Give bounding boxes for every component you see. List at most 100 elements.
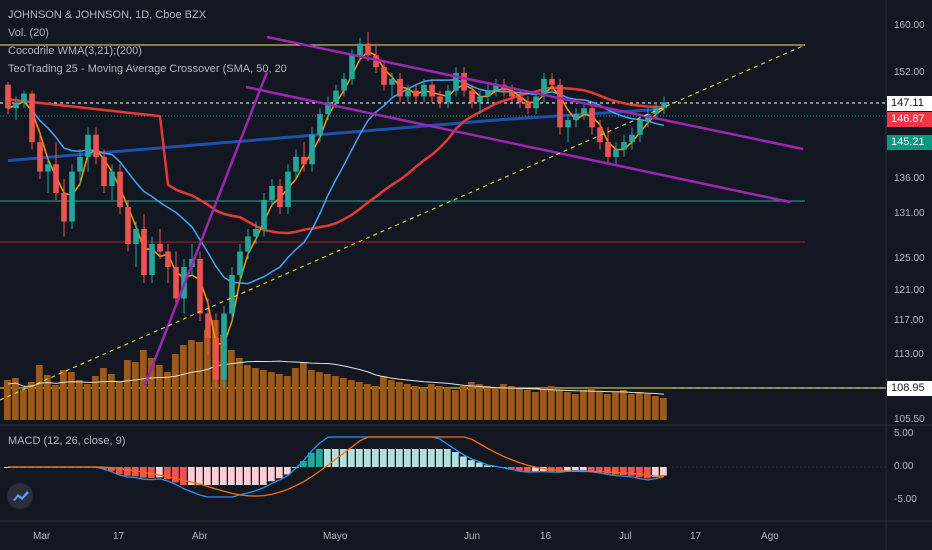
candle-body [517, 96, 523, 103]
candle-body [477, 96, 483, 103]
candle-body [573, 114, 579, 120]
price-tick-label: 113.00 [894, 349, 924, 360]
candle-body [653, 108, 659, 115]
macd-histogram-bar [196, 467, 203, 485]
macd-histogram-bar [108, 467, 115, 472]
candle-body [149, 244, 155, 275]
candle-body [85, 134, 91, 157]
volume-bar [548, 386, 555, 420]
macd-histogram-bar [356, 449, 363, 467]
candle-body [461, 73, 467, 91]
volume-bar [476, 384, 483, 420]
candle-body [285, 171, 291, 207]
candle-body [629, 134, 635, 143]
macd-histogram-bar [116, 467, 123, 475]
candle-body [597, 127, 603, 143]
macd-histogram-bar [340, 449, 347, 467]
volume-bar [260, 370, 267, 420]
volume-bar [116, 382, 123, 420]
volume-bar [132, 362, 139, 420]
macd-histogram-bar [324, 449, 331, 467]
volume-bar [372, 386, 379, 420]
candle-body [13, 102, 19, 109]
macd-histogram-bar [292, 467, 299, 468]
volume-bar [124, 360, 131, 420]
macd-histogram-bar [180, 467, 187, 485]
macd-tick-label: 5.00 [894, 428, 914, 439]
legend-macd[interactable]: MACD (12, 26, close, 9) [8, 435, 126, 447]
macd-histogram-bar [308, 452, 315, 467]
volume-bar [44, 375, 51, 420]
macd-histogram-bar [604, 467, 611, 474]
candle-body [221, 313, 227, 380]
macd-histogram-bar [580, 467, 587, 471]
candle-body [205, 313, 211, 338]
candle-body [565, 120, 571, 128]
candle-body [5, 84, 11, 109]
candle-body [261, 200, 267, 229]
candle-body [581, 108, 587, 115]
volume-bar [252, 368, 259, 420]
candle-body [21, 93, 27, 103]
candle-body [237, 251, 243, 275]
volume-bar [92, 376, 99, 420]
candle-body [133, 229, 139, 244]
volume-bar [140, 350, 147, 420]
candle-body [413, 90, 419, 97]
candle-body [469, 90, 475, 103]
candle-body [437, 96, 443, 103]
candle-body [277, 186, 283, 207]
candle-body [293, 156, 299, 172]
volume-bar [28, 382, 35, 420]
legend-teotrading[interactable]: TeoTrading 25 - Moving Average Crossover… [8, 63, 287, 75]
macd-histogram-bar [220, 467, 227, 485]
volume-bar [268, 372, 275, 420]
macd-histogram-bar [172, 467, 179, 483]
macd-histogram-bar [188, 467, 195, 485]
candle-body [373, 55, 379, 68]
macd-histogram-bar [228, 467, 235, 485]
macd-signal-line [8, 436, 665, 497]
volume-bar [412, 386, 419, 420]
price-tick-label: 117.00 [894, 315, 924, 326]
candle-body [637, 120, 643, 135]
volume-bar [340, 378, 347, 420]
price-tick-label: 152.00 [894, 67, 925, 78]
volume-bar [180, 345, 187, 420]
macd-histogram-bar [332, 449, 339, 467]
legend-wma[interactable]: Cocodrile WMA(3,21);(200) [8, 45, 142, 57]
time-tick-label: 17 [113, 531, 125, 542]
price-tag: 147.11 [887, 96, 932, 111]
volume-bar [188, 340, 195, 420]
tradingview-logo-icon[interactable] [7, 483, 33, 509]
candle-body [613, 149, 619, 157]
candle-body [101, 156, 107, 186]
candle-body [493, 84, 499, 91]
volume-bar [436, 386, 443, 420]
volume-bar [388, 380, 395, 420]
candle-body [405, 90, 411, 97]
legend-volume[interactable]: Vol. (20) [8, 27, 49, 39]
volume-bar [204, 330, 211, 420]
volume-bar [588, 388, 595, 420]
macd-histogram-bar [164, 467, 171, 480]
time-tick-label: Jul [619, 531, 632, 542]
candle-body [165, 251, 171, 267]
macd-histogram-bar [156, 467, 163, 478]
volume-bar [484, 386, 491, 420]
macd-histogram-bar [588, 467, 595, 472]
candle-body [661, 102, 667, 109]
volume-bar [76, 380, 83, 420]
volume-bar [276, 374, 283, 420]
time-tick-label: Mar [33, 531, 51, 542]
channel-lower [245, 85, 791, 204]
volume-bar [308, 370, 315, 420]
time-tick-label: Ago [761, 531, 779, 542]
macd-histogram-bar [596, 467, 603, 473]
volume-bar [228, 350, 235, 420]
candle-body [453, 73, 459, 91]
volume-bar [164, 372, 171, 420]
volume-bar [628, 394, 635, 420]
